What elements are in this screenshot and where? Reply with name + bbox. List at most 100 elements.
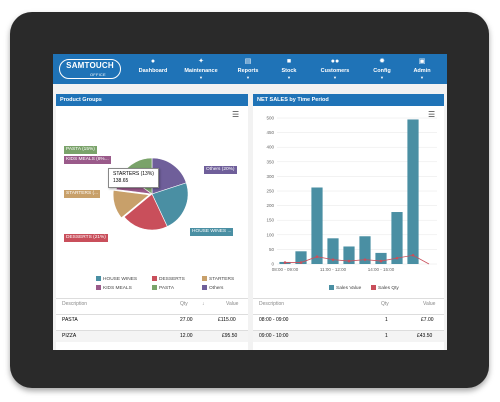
legend-others[interactable]: Others (202, 285, 223, 291)
legend-kids-meals[interactable]: KIDS MEALS (96, 285, 132, 291)
y-tick-label: 100 (266, 232, 274, 237)
hamburger-menu-icon[interactable]: ☰ (232, 110, 240, 119)
row-qty: 1 (385, 317, 388, 323)
nav-reports[interactable]: ▤ Reports ▼ (233, 54, 263, 84)
legend-swatch (152, 276, 157, 281)
point-sales-qty[interactable] (347, 259, 351, 263)
legend-label: Others (209, 285, 224, 291)
legend-pasta[interactable]: PASTA (152, 285, 174, 291)
row-value: £115.00 (218, 317, 236, 323)
nav-label: Admin (413, 68, 431, 74)
line-sales-qty (285, 254, 430, 265)
table-row[interactable]: PASTA 27.00 £115.00 (56, 314, 248, 326)
legend-label: PASTA (159, 285, 175, 291)
bar-sales-value[interactable] (375, 252, 387, 264)
net-sales-panel: NET SALES by Time Period ☰ 0 50 100 150 200 2… (253, 94, 444, 350)
point-sales-qty[interactable] (283, 261, 287, 264)
net-sales-bar-chart: 0 50 100 150 200 250 300 350 400 450 500 08:00 - 0… (266, 116, 437, 272)
slice-label-kids-meals: KIDS MEALS (8%... (64, 156, 111, 164)
point-sales-qty[interactable] (315, 255, 319, 258)
pie-slice-starters[interactable] (112, 189, 150, 219)
samtouch-logo[interactable]: SAMTOUCH OFFICE (59, 59, 121, 79)
legend-swatch (329, 285, 334, 290)
hamburger-menu-icon[interactable]: ☰ (428, 110, 436, 119)
col-value[interactable]: Value (423, 301, 436, 307)
product-groups-panel: Product Groups ☰ PASTA (15%) KIDS MEALS … (56, 94, 248, 350)
legend-swatch (152, 285, 157, 290)
bar-sales-value[interactable] (359, 236, 371, 264)
point-sales-qty[interactable] (395, 256, 399, 260)
nav-maintenance[interactable]: ✦ Maintenance ▼ (181, 54, 221, 84)
nav-label: Config (373, 68, 391, 74)
row-description: PASTA (62, 317, 78, 323)
legend-label: STARTERS (209, 276, 235, 282)
bar-sales-value[interactable] (391, 212, 403, 264)
y-tick-label: 0 (271, 262, 274, 267)
table-header: Description Qty Value (253, 298, 444, 310)
dashboard-icon: ● (150, 58, 156, 65)
bar-sales-value[interactable] (343, 246, 355, 264)
row-qty: 12.00 (180, 333, 193, 339)
x-tick-label: 14:00 - 15:00 (368, 267, 395, 272)
top-navigation-bar: SAMTOUCH OFFICE ● Dashboard ✦ Maintenanc… (53, 54, 447, 84)
point-sales-qty[interactable] (331, 258, 335, 261)
row-description: PIZZA (62, 333, 77, 339)
y-tick-label: 350 (266, 159, 274, 164)
bar-sales-value[interactable] (311, 187, 323, 264)
nav-customers[interactable]: ●● Customers ▼ (317, 54, 353, 84)
slice-label-house-wines: HOUSE WINES ... (190, 228, 234, 236)
pie-tooltip: STARTERS (13%) 138.65 (108, 168, 159, 188)
bar-sales-value[interactable] (295, 251, 307, 264)
y-tick-label: 50 (269, 247, 275, 252)
legend-sales-value[interactable]: Sales Value (329, 285, 361, 291)
bar-sales-value[interactable] (327, 238, 339, 264)
chevron-down-icon: ▼ (333, 75, 337, 80)
legend-desserts[interactable]: DESSERTS (152, 276, 185, 282)
col-value[interactable]: Value (226, 301, 239, 307)
pie-slice-others[interactable] (151, 157, 187, 195)
table-row[interactable]: 08:00 - 09:00 1 £7.00 (253, 314, 444, 326)
legend-label: KIDS MEALS (103, 285, 132, 291)
pie-slice-house-wines[interactable] (151, 182, 189, 227)
point-sales-qty[interactable] (299, 261, 303, 264)
chevron-down-icon: ▼ (246, 75, 250, 80)
nav-stock[interactable]: ■ Stock ▼ (277, 54, 301, 84)
legend-sales-qty[interactable]: Sales Qty (371, 285, 399, 291)
table-header: Description Qty ↓ Value (56, 298, 248, 310)
y-tick-label: 400 (266, 145, 274, 150)
chevron-down-icon: ▼ (420, 75, 424, 80)
legend-label: DESSERTS (159, 276, 185, 282)
legend-house-wines[interactable]: HOUSE WINES (96, 276, 137, 282)
legend-starters[interactable]: STARTERS (202, 276, 234, 282)
bar-sales-value[interactable] (407, 119, 419, 265)
point-sales-qty[interactable] (363, 258, 367, 261)
pie-slice-desserts[interactable] (123, 193, 168, 231)
chevron-down-icon: ▼ (287, 75, 291, 80)
y-tick-label: 300 (266, 174, 274, 179)
logo-subtext: OFFICE (90, 72, 106, 77)
panel-title: NET SALES by Time Period (253, 94, 444, 106)
table-row[interactable]: PIZZA 12.00 £95.50 (56, 330, 248, 342)
row-description: 08:00 - 09:00 (259, 317, 289, 323)
row-description: 09:00 - 10:00 (259, 333, 289, 339)
nav-label: Customers (320, 68, 350, 74)
nav-admin[interactable]: ▣ Admin ▼ (409, 54, 435, 84)
nav-label: Maintenance (184, 68, 218, 74)
logo-text: SAMTOUCH (66, 61, 114, 70)
col-qty[interactable]: Qty (180, 301, 188, 307)
legend-label: HOUSE WINES (103, 276, 138, 282)
point-sales-qty[interactable] (411, 253, 415, 257)
sort-down-icon[interactable]: ↓ (202, 301, 205, 307)
table-row[interactable]: 09:00 - 10:00 1 £43.50 (253, 330, 444, 342)
legend-swatch (96, 276, 101, 281)
col-description[interactable]: Description (259, 301, 285, 307)
x-tick-label: 11:00 - 12:00 (320, 267, 347, 272)
briefcase-icon: ▣ (418, 58, 426, 65)
gear-icon: ✹ (379, 58, 385, 65)
legend-label: Sales Value (336, 285, 362, 291)
nav-dashboard[interactable]: ● Dashboard (135, 54, 171, 84)
nav-config[interactable]: ✹ Config ▼ (369, 54, 395, 84)
col-qty[interactable]: Qty (381, 301, 389, 307)
point-sales-qty[interactable] (379, 259, 383, 263)
col-description[interactable]: Description (62, 301, 88, 307)
